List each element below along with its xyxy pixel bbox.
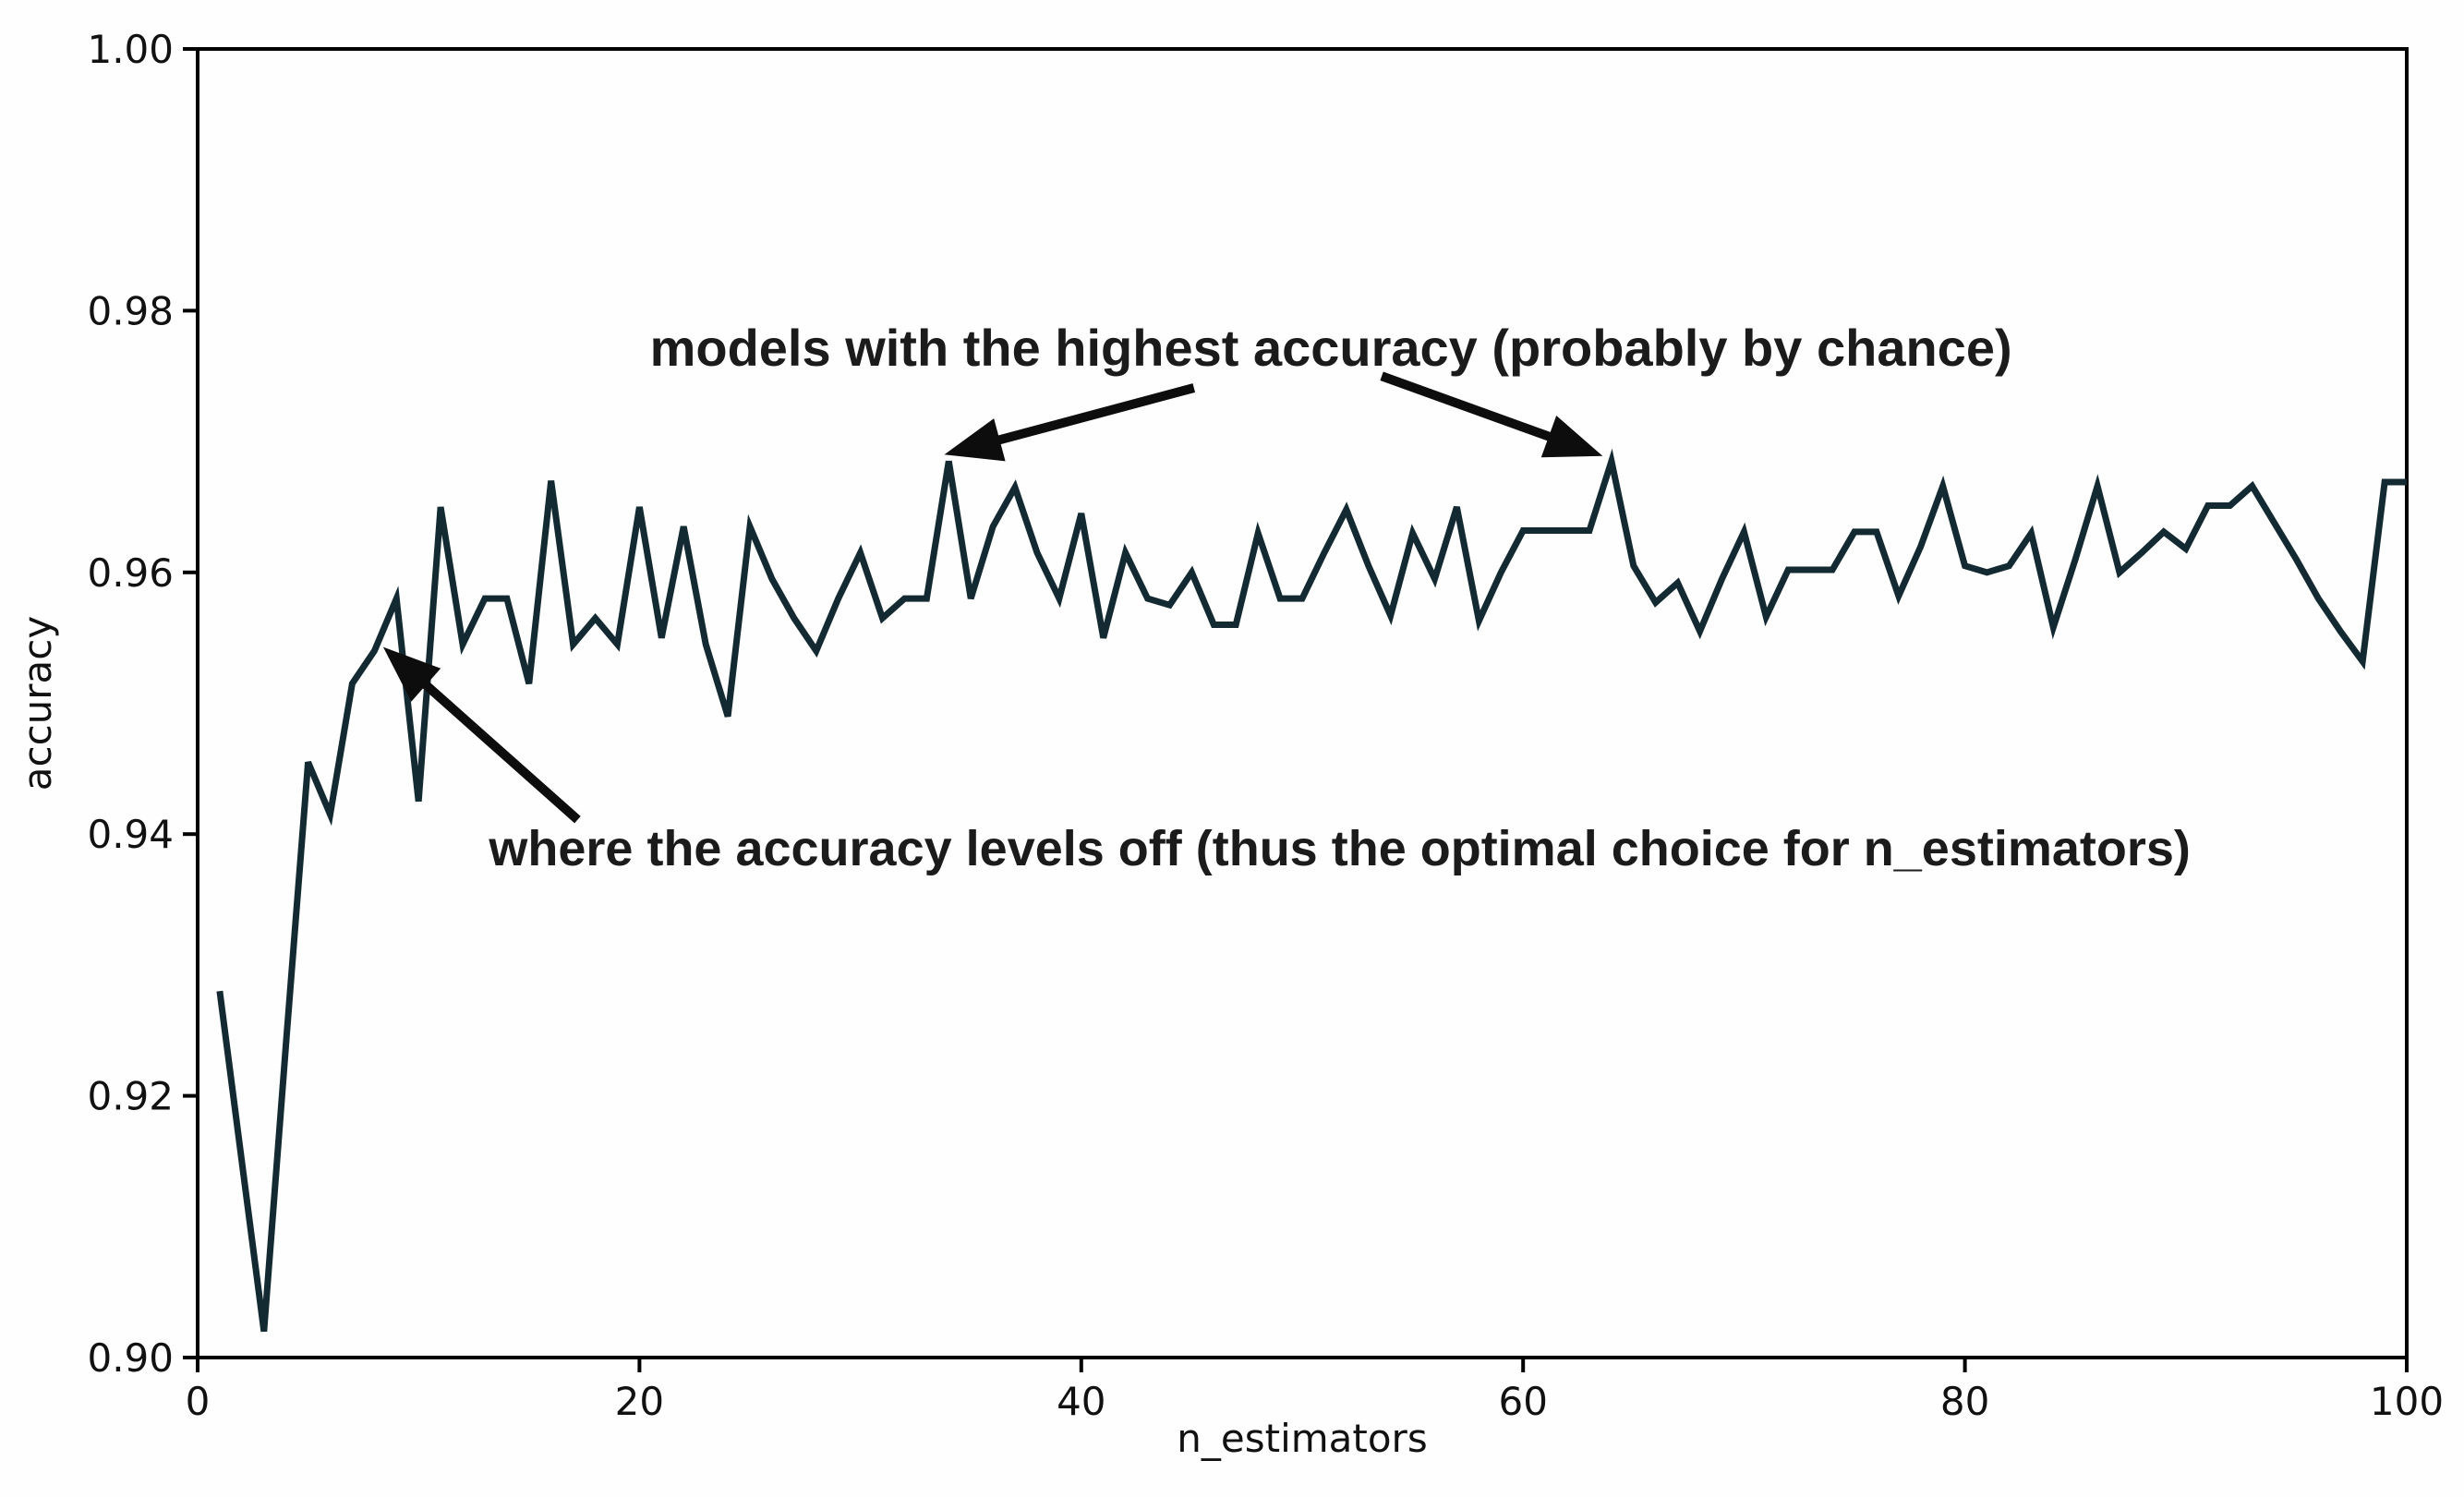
x-tick-label: 40 (1057, 1379, 1105, 1424)
y-axis-label: accuracy (15, 616, 60, 791)
annotation-highest-accuracy: models with the highest accuracy (probab… (650, 319, 2012, 377)
annotation-arrowhead (1540, 416, 1603, 458)
annotation-arrowhead (944, 418, 1006, 462)
accuracy-series-line (216, 448, 2407, 1333)
y-tick-label: 1.00 (87, 27, 174, 72)
x-axis-label: n_estimators (1177, 1416, 1427, 1461)
annotation-arrow-shaft (1380, 371, 1575, 450)
y-tick-label: 0.96 (87, 550, 174, 596)
y-tick-label: 0.94 (87, 812, 174, 857)
annotation-arrowhead (382, 646, 441, 702)
x-tick-label: 60 (1498, 1379, 1547, 1424)
x-tick-label: 80 (1940, 1379, 1989, 1424)
x-tick-label: 0 (186, 1379, 211, 1424)
y-tick-label: 0.90 (87, 1335, 174, 1381)
y-tick-label: 0.92 (87, 1074, 174, 1119)
x-tick-label: 100 (2370, 1379, 2444, 1424)
annotation-arrow-shaft (973, 383, 1196, 452)
annotation-arrow-shaft (404, 664, 581, 824)
y-tick-label: 0.98 (87, 288, 174, 333)
x-tick-label: 20 (615, 1379, 664, 1424)
plot-border (196, 47, 2409, 1359)
annotation-levels-off: where the accuracy levels off (thus the … (488, 821, 2191, 876)
